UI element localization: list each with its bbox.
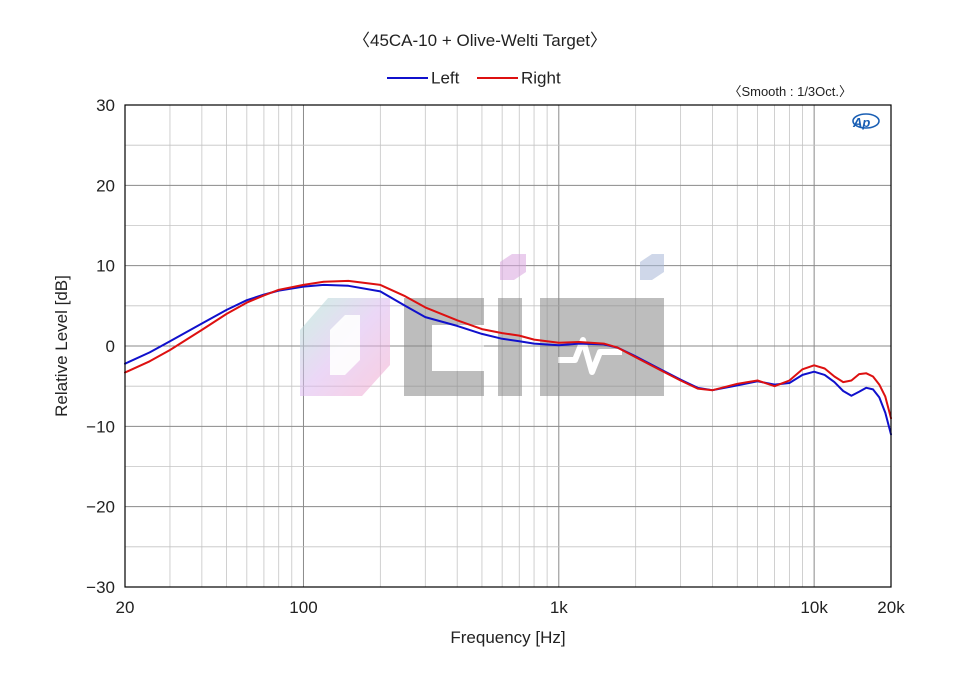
series-line-right: [124, 279, 892, 420]
y-tick-label: 0: [106, 337, 115, 356]
y-tick-label: −10: [86, 417, 115, 436]
y-tick-label: −20: [86, 498, 115, 517]
x-tick-label: 100: [289, 598, 317, 617]
smoothing-note: 〈Smooth : 1/3Oct.〉: [728, 84, 852, 99]
y-tick-label: 20: [96, 176, 115, 195]
x-tick-label: 10k: [800, 598, 828, 617]
legend-label-right: Right: [521, 69, 561, 88]
ap-logo: Ap: [852, 113, 880, 130]
svg-text:Ap: Ap: [852, 115, 870, 130]
y-tick-label: 10: [96, 257, 115, 276]
y-axis-label: Relative Level [dB]: [52, 275, 71, 417]
x-tick-label: 20k: [877, 598, 905, 617]
x-tick-label: 20: [116, 598, 135, 617]
y-tick-label: 30: [96, 96, 115, 115]
y-tick-label: −30: [86, 578, 115, 597]
series-layer: [124, 279, 892, 436]
plot-frame: [124, 104, 892, 588]
x-axis-label: Frequency [Hz]: [450, 628, 565, 647]
legend: Left Right: [387, 69, 561, 88]
x-tick-label: 1k: [550, 598, 568, 617]
chart-title: 〈45CA-10 + Olive-Welti Target〉: [353, 31, 607, 50]
watermark-logo: [300, 254, 664, 396]
legend-label-left: Left: [431, 69, 460, 88]
